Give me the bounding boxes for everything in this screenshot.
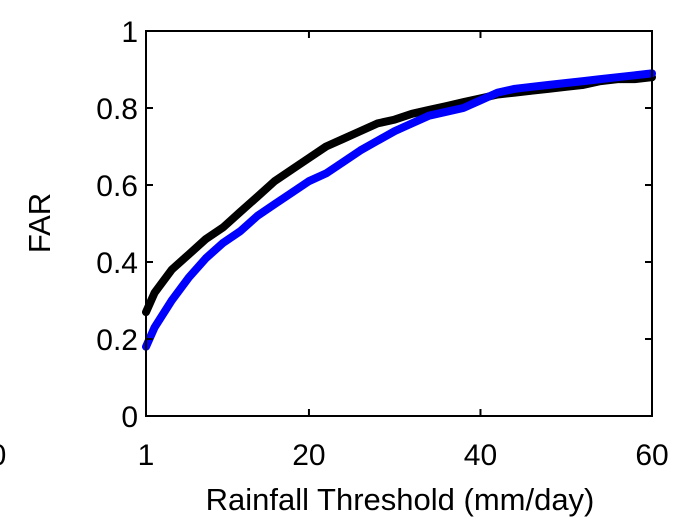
y-tick-label: 1 [121,16,138,49]
y-tick-label: 0 [121,401,138,434]
plot-frame [145,30,653,417]
y-axis-title: FAR [22,193,57,253]
x-tick-label: 60 [635,439,668,472]
ticks-layer [146,30,653,417]
x-min-tick-label: 1 [138,439,155,472]
series-line-1 [142,73,656,317]
y-tick-label: 0.8 [96,93,138,126]
series-line-2 [142,69,656,351]
labels-layer: 0 0.2 0.4 0.6 0.8 1 20 40 60 [96,16,668,472]
x-tick-label: 40 [464,439,497,472]
y-tick-label: 0.4 [96,247,138,280]
x-axis-title: Rainfall Threshold (mm/day) [206,482,595,517]
y-tick-label: 0.2 [96,324,138,357]
series-layer [142,69,656,351]
clipped-left-tick-label: 0 [0,439,6,472]
x-tick-label: 20 [292,439,325,472]
y-tick-label: 0.6 [96,170,138,203]
